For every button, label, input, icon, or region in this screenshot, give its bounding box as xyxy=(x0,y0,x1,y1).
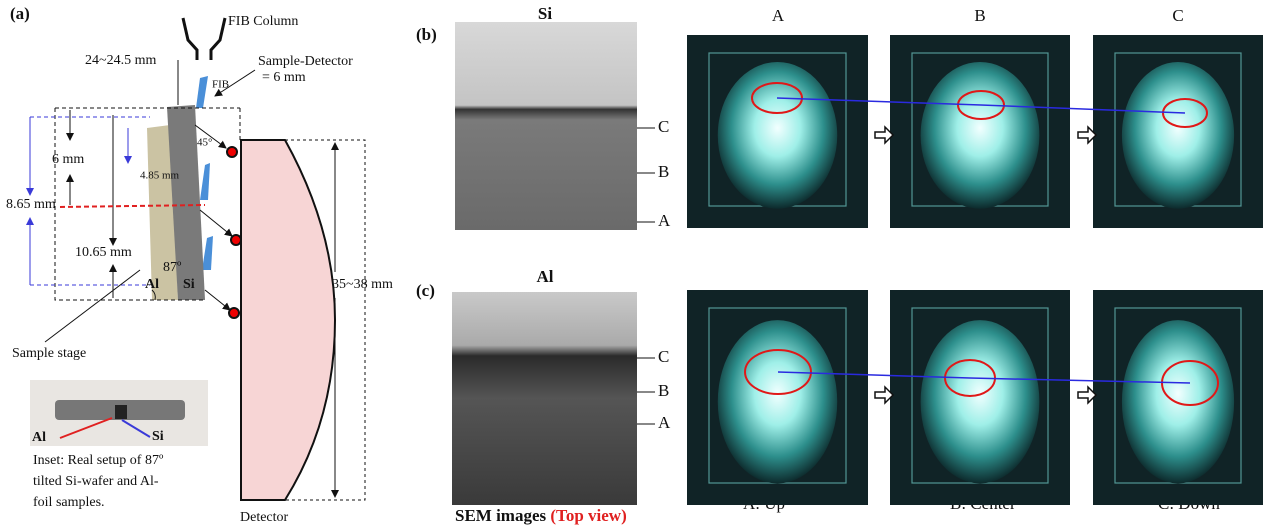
al-label: Al xyxy=(145,277,159,292)
inset-caption: Inset: Real setup of 87º xyxy=(33,453,164,468)
detector xyxy=(241,140,335,500)
sample-label: Al xyxy=(537,267,554,286)
sample-detector-label: Sample-Detector xyxy=(258,54,353,69)
inset-caption: tilted Si-wafer and Al- xyxy=(33,474,159,489)
fib-beam xyxy=(196,76,208,108)
inset-si: Si xyxy=(152,429,164,444)
sample-detector-value: = 6 mm xyxy=(262,70,306,85)
luminescence xyxy=(1122,320,1234,483)
sample-label: Si xyxy=(538,4,552,23)
column-header: B xyxy=(974,6,985,25)
sem-label: SEM images xyxy=(455,506,547,525)
position-label: C xyxy=(658,347,669,366)
panel-label: (c) xyxy=(416,281,435,300)
fib-column-label: FIB Column xyxy=(228,14,298,29)
dimension: 6 mm xyxy=(52,152,84,167)
luminescence xyxy=(718,320,837,483)
distance-label: 24~24.5 mm xyxy=(85,53,156,68)
position-label: B xyxy=(658,162,669,181)
fib-label: FIB xyxy=(212,79,229,91)
angle-label: 45° xyxy=(197,137,212,149)
detection-point xyxy=(227,147,237,157)
position-label: C xyxy=(658,117,669,136)
dimension: 4.85 mm xyxy=(140,170,180,182)
footer-caption: SEM images (Top view) xyxy=(455,506,627,525)
angle-label: 87º xyxy=(163,260,182,275)
position-label: A xyxy=(658,413,671,432)
dimension: 8.65 mm xyxy=(6,197,56,212)
arrow xyxy=(200,210,232,236)
sample-stage-label: Sample stage xyxy=(12,346,86,361)
figure: (a) FIB Column 24~24.5 mm Sample-Detecto… xyxy=(0,0,1270,527)
luminescence xyxy=(718,62,837,209)
position-label: B xyxy=(658,381,669,400)
panel-label: (a) xyxy=(10,4,30,23)
panel-c: (c) Al xyxy=(416,267,637,505)
fib-beam xyxy=(202,236,213,270)
luminescence xyxy=(921,320,1040,483)
luminescence xyxy=(1122,62,1234,209)
panel-a: (a) FIB Column 24~24.5 mm Sample-Detecto… xyxy=(6,4,393,525)
column-header: A xyxy=(772,6,785,25)
luminescence xyxy=(921,62,1040,209)
fib-beam xyxy=(200,163,210,200)
detection-point xyxy=(231,235,241,245)
detector-height: 35~38 mm xyxy=(332,277,393,292)
si-label: Si xyxy=(183,277,195,292)
position-label: A xyxy=(658,211,671,230)
inset-al: Al xyxy=(32,430,46,445)
dimension: 10.65 mm xyxy=(75,245,132,260)
detector-label: Detector xyxy=(240,510,289,525)
column-header: C xyxy=(1172,6,1183,25)
fib-column-shape xyxy=(183,18,225,60)
inset-sample xyxy=(115,405,127,419)
inset-caption: foil samples. xyxy=(33,495,105,510)
leader-line xyxy=(45,270,140,342)
arrow xyxy=(205,290,230,310)
detection-point xyxy=(229,308,239,318)
panel-label: (b) xyxy=(416,25,437,44)
sem-image xyxy=(455,22,637,230)
view-label: (Top view) xyxy=(550,506,626,525)
sem-image xyxy=(452,292,637,505)
